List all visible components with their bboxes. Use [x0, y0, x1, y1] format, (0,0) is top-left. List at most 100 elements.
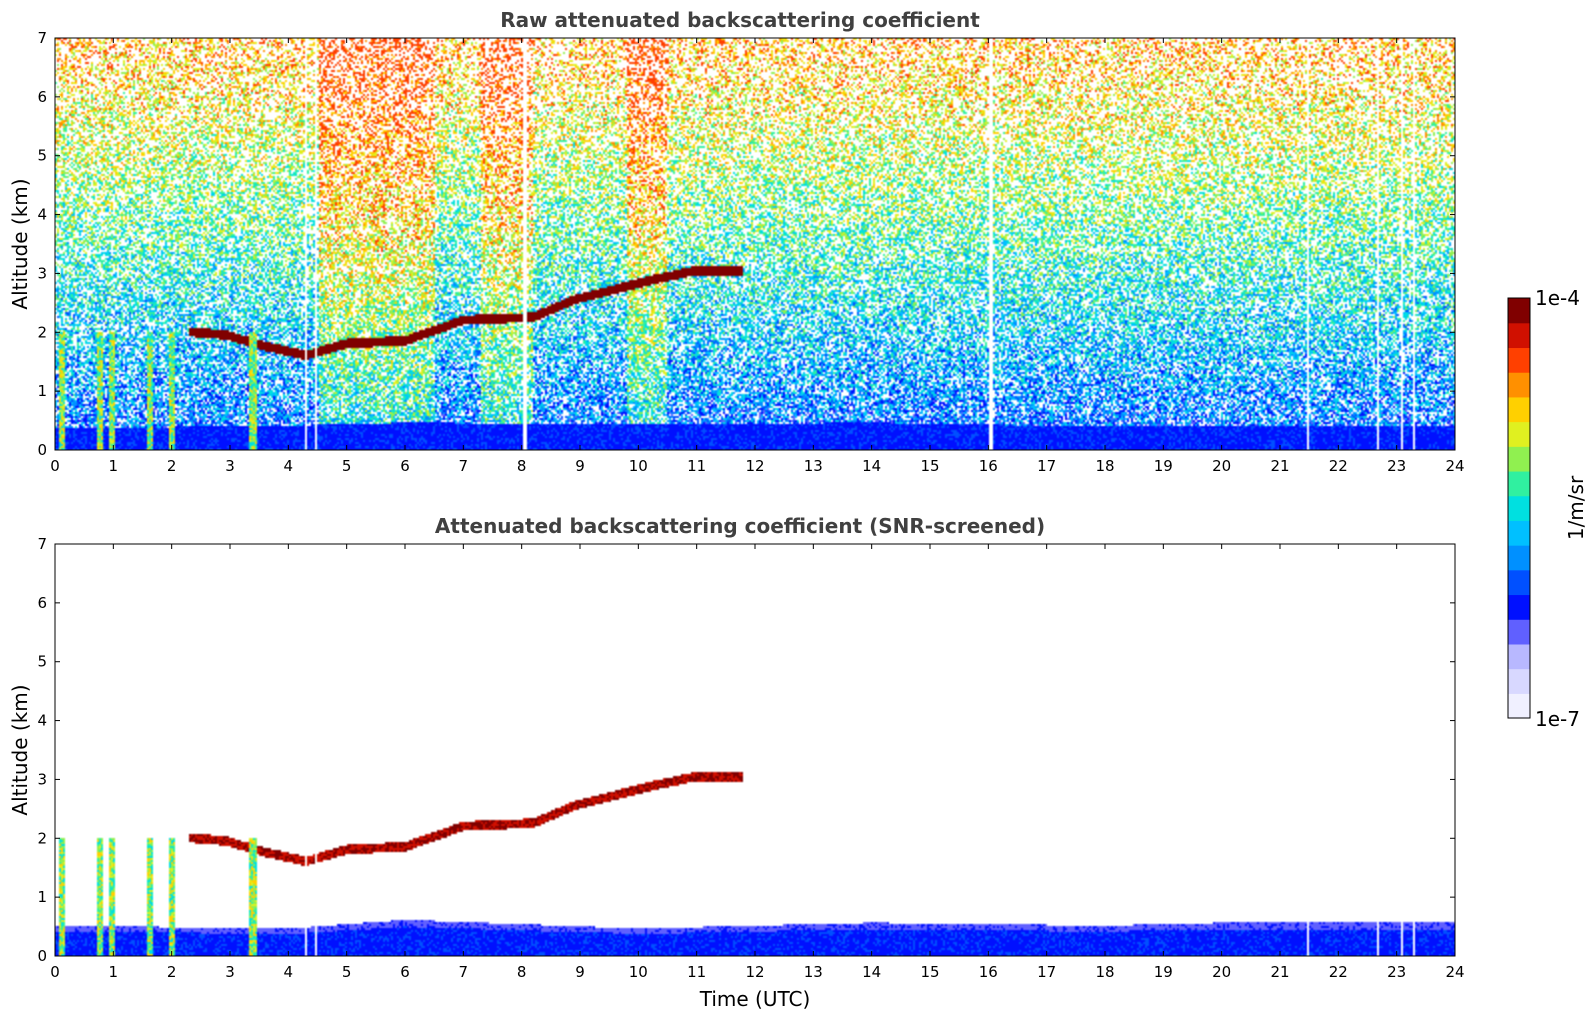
x-tick-label: 7	[459, 457, 469, 475]
snr-screened-panel: Attenuated backscattering coefficient (S…	[8, 514, 1465, 1011]
x-tick-label: 3	[225, 963, 235, 981]
colorbar-step	[1508, 470, 1530, 497]
y-tick-label: 4	[37, 206, 47, 224]
x-tick-labels: 0 1 2 3 4 5 6 7 8 9 10 11 12 13 14 15 16 17 18 19 20 21 22 23 24	[50, 38, 1465, 475]
colorbar-step	[1508, 594, 1530, 620]
x-tick-label: 15	[920, 963, 939, 981]
x-tick-label: 3	[225, 457, 235, 475]
colorbar-unit-label: 1/m/sr	[1564, 475, 1588, 540]
colorbar-step	[1508, 372, 1530, 398]
x-tick-label: 19	[1154, 457, 1173, 475]
y-tick-label: 4	[37, 712, 47, 730]
x-tick-label: 13	[804, 963, 823, 981]
x-tick-label: 14	[862, 457, 881, 475]
y-tick-label: 3	[37, 770, 47, 788]
y-tick-label: 2	[37, 323, 47, 341]
x-tick-label: 9	[575, 963, 585, 981]
colorbar-step	[1508, 520, 1530, 546]
y-axis-label: Altitude (km)	[8, 178, 32, 309]
y-tick-label: 7	[37, 29, 47, 47]
colorbar-step	[1508, 668, 1530, 694]
colorbar-step	[1508, 495, 1530, 521]
snr-screened-heatmap	[55, 544, 1455, 956]
x-tick-label: 2	[167, 963, 177, 981]
x-tick-label: 13	[804, 457, 823, 475]
x-tick-label: 12	[745, 457, 764, 475]
colorbar-step	[1508, 446, 1530, 472]
x-tick-label: 20	[1212, 457, 1231, 475]
colorbar-step	[1508, 322, 1530, 349]
x-tick-label: 6	[400, 963, 410, 981]
colorbar-scale	[1508, 298, 1530, 719]
x-tick-label: 9	[575, 457, 585, 475]
x-tick-label: 21	[1270, 963, 1289, 981]
x-tick-label: 11	[687, 963, 706, 981]
x-tick-label: 1	[109, 963, 119, 981]
y-tick-label: 5	[37, 147, 47, 165]
y-tick-label: 1	[37, 382, 47, 400]
x-tick-label: 21	[1270, 457, 1289, 475]
x-tick-label: 5	[342, 963, 352, 981]
x-tick-label: 18	[1095, 963, 1114, 981]
colorbar-step	[1508, 298, 1530, 324]
x-tick-label: 16	[979, 963, 998, 981]
x-tick-label: 14	[862, 963, 881, 981]
y-tick-label: 6	[37, 88, 47, 106]
x-tick-label: 0	[50, 963, 60, 981]
x-tick-label: 6	[400, 457, 410, 475]
x-tick-label: 4	[284, 963, 294, 981]
y-tick-label: 0	[37, 441, 47, 459]
x-tick-label: 8	[517, 963, 527, 981]
colorbar-step	[1508, 643, 1530, 670]
colorbar-step	[1508, 421, 1530, 447]
x-tick-labels: 0 1 2 3 4 5 6 7 8 9 10 11 12 13 14 15 16 17 18 19 20 21 22 23 24	[50, 544, 1465, 981]
colorbar-step	[1508, 693, 1530, 719]
panel-title: Raw attenuated backscattering coefficien…	[500, 8, 980, 32]
colorbar-max-label: 1e-4	[1535, 286, 1580, 310]
y-tick-label: 5	[37, 653, 47, 671]
raw-backscatter-heatmap	[55, 38, 1455, 450]
colorbar-frame	[1507, 297, 1531, 719]
y-tick-labels: 0 1 2 3 4 5 6 7	[37, 535, 1455, 965]
x-tick-label: 8	[517, 457, 527, 475]
colorbar-min-label: 1e-7	[1535, 707, 1580, 731]
colorbar-step	[1508, 619, 1530, 645]
x-tick-label: 4	[284, 457, 294, 475]
x-tick-label: 11	[687, 457, 706, 475]
colorbar-step	[1508, 569, 1530, 596]
x-tick-label: 17	[1037, 963, 1056, 981]
y-tick-label: 6	[37, 594, 47, 612]
x-tick-label: 2	[167, 457, 177, 475]
x-tick-label: 23	[1387, 963, 1406, 981]
x-tick-label: 15	[920, 457, 939, 475]
x-tick-label: 20	[1212, 963, 1231, 981]
x-axis-label: Time (UTC)	[699, 987, 811, 1011]
y-tick-label: 3	[37, 264, 47, 282]
x-tick-label: 7	[459, 963, 469, 981]
x-tick-label: 23	[1387, 457, 1406, 475]
x-tick-label: 24	[1445, 963, 1464, 981]
colorbar-step	[1508, 396, 1530, 423]
colorbar-step	[1508, 545, 1530, 571]
x-tick-label: 10	[629, 963, 648, 981]
x-tick-label: 22	[1329, 457, 1348, 475]
x-tick-label: 24	[1445, 457, 1464, 475]
x-tick-label: 16	[979, 457, 998, 475]
x-tick-label: 1	[109, 457, 119, 475]
colorbar-step	[1508, 347, 1530, 373]
y-tick-label: 2	[37, 829, 47, 847]
x-tick-label: 10	[629, 457, 648, 475]
y-tick-label: 1	[37, 888, 47, 906]
x-tick-label: 22	[1329, 963, 1348, 981]
x-tick-label: 0	[50, 457, 60, 475]
y-tick-label: 0	[37, 947, 47, 965]
x-tick-label: 18	[1095, 457, 1114, 475]
y-tick-labels: 0 1 2 3 4 5 6 7	[37, 29, 1455, 459]
x-tick-label: 19	[1154, 963, 1173, 981]
y-tick-label: 7	[37, 535, 47, 553]
x-tick-label: 17	[1037, 457, 1056, 475]
colorbar: 1e-4 1e-7 1/m/sr	[1507, 286, 1588, 731]
x-tick-label: 12	[745, 963, 764, 981]
raw-backscatter-panel: Raw attenuated backscattering coefficien…	[8, 8, 1465, 475]
